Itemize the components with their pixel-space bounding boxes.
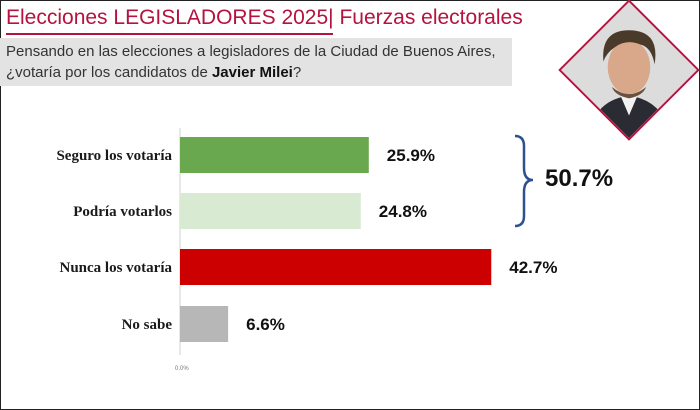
question-end: ? — [292, 64, 302, 81]
value-label: 25.9% — [387, 146, 435, 165]
category-label: No sabe — [122, 317, 173, 333]
bar — [180, 306, 229, 342]
question-line-2: ¿votaría por los candidatos de — [6, 64, 212, 81]
value-label: 24.8% — [379, 202, 427, 221]
question-candidate: Javier Milei — [211, 64, 293, 81]
chart-title: Elecciones LEGISLADORES 2025| Fuerzas el… — [6, 6, 523, 29]
question-box — [0, 38, 512, 86]
question-text: Pensando en las elecciones a legisladore… — [6, 41, 511, 83]
title-underline — [6, 33, 333, 35]
value-label: 6.6% — [246, 315, 285, 334]
bars-group: Seguro los votaría 25.9% Podría votarlos 24… — [56, 137, 557, 342]
category-label: Seguro los votaría — [56, 148, 172, 164]
question-line-1: Pensando en las elecciones a legisladore… — [6, 43, 496, 60]
sum-bracket-icon — [514, 134, 534, 228]
category-label: Nunca los votaría — [60, 260, 173, 276]
category-label: Podría votarlos — [73, 204, 172, 220]
sum-annotation: 50.7% — [545, 165, 614, 192]
value-label: 42.7% — [509, 258, 557, 277]
bar — [180, 137, 369, 173]
x-tick-label: 0.0% — [175, 366, 189, 372]
bar — [180, 193, 361, 229]
bar — [180, 249, 492, 285]
